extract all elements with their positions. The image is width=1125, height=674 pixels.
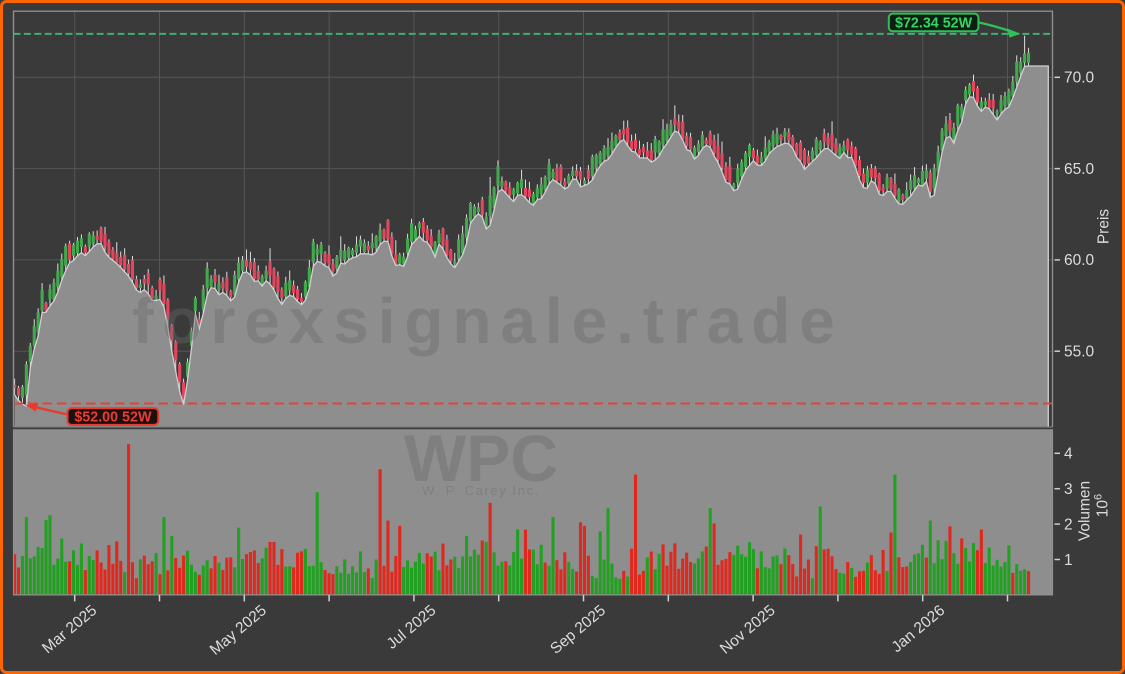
svg-text:Volumen: Volumen [1077,481,1094,541]
svg-text:$52.00 52W: $52.00 52W [74,410,152,426]
svg-text:60.0: 60.0 [1064,252,1095,269]
svg-text:1: 1 [1064,552,1073,569]
svg-text:WPC: WPC [404,421,558,495]
svg-text:65.0: 65.0 [1064,161,1095,178]
svg-text:70.0: 70.0 [1064,70,1095,87]
svg-text:55.0: 55.0 [1064,344,1095,361]
svg-text:forexsignale.trade: forexsignale.trade [132,285,844,357]
svg-text:3: 3 [1064,481,1073,498]
svg-text:Preis: Preis [1096,209,1113,245]
svg-text:4: 4 [1064,446,1073,463]
svg-text:2: 2 [1064,516,1073,533]
svg-text:$72.34 52W: $72.34 52W [895,16,973,32]
svg-text:W. P. Carey Inc.: W. P. Carey Inc. [422,483,540,498]
